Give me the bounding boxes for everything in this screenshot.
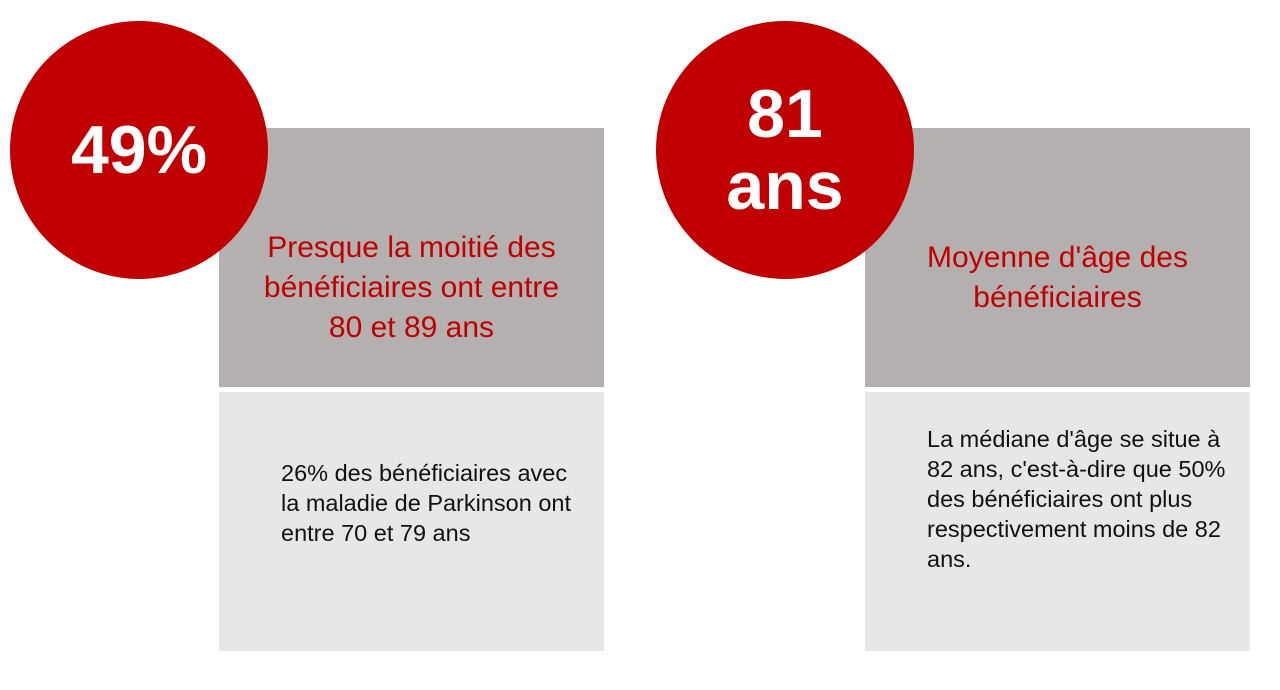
stat-card-mean-age-header: Moyenne d'âge des bénéficiaires [865, 128, 1250, 387]
mean-age-number: 81 [747, 76, 823, 152]
stat-card-age-range-detail: 26% des bénéficiaires avec la maladie de… [219, 392, 604, 651]
age-range-headline: Presque la moitié des bénéficiaires ont … [263, 230, 560, 344]
mean-age-unit: ans [726, 148, 844, 224]
stat-card-age-range-header: Presque la moitié des bénéficiaires ont … [219, 128, 604, 387]
stat-card-median-age-detail: La médiane d'âge se situe à 82 ans, c'es… [865, 392, 1250, 651]
parkinson-age-detail: 26% des bénéficiaires avec la maladie de… [281, 460, 572, 546]
percentage-stat-value: 49% [70, 112, 208, 188]
percentage-stat-circle: 49% [10, 21, 268, 279]
mean-age-stat-circle: 81 ans [656, 21, 914, 279]
mean-age-headline: Moyenne d'âge des bénéficiaires [927, 240, 1188, 314]
median-age-detail: La médiane d'âge se situe à 82 ans, c'es… [927, 426, 1226, 572]
